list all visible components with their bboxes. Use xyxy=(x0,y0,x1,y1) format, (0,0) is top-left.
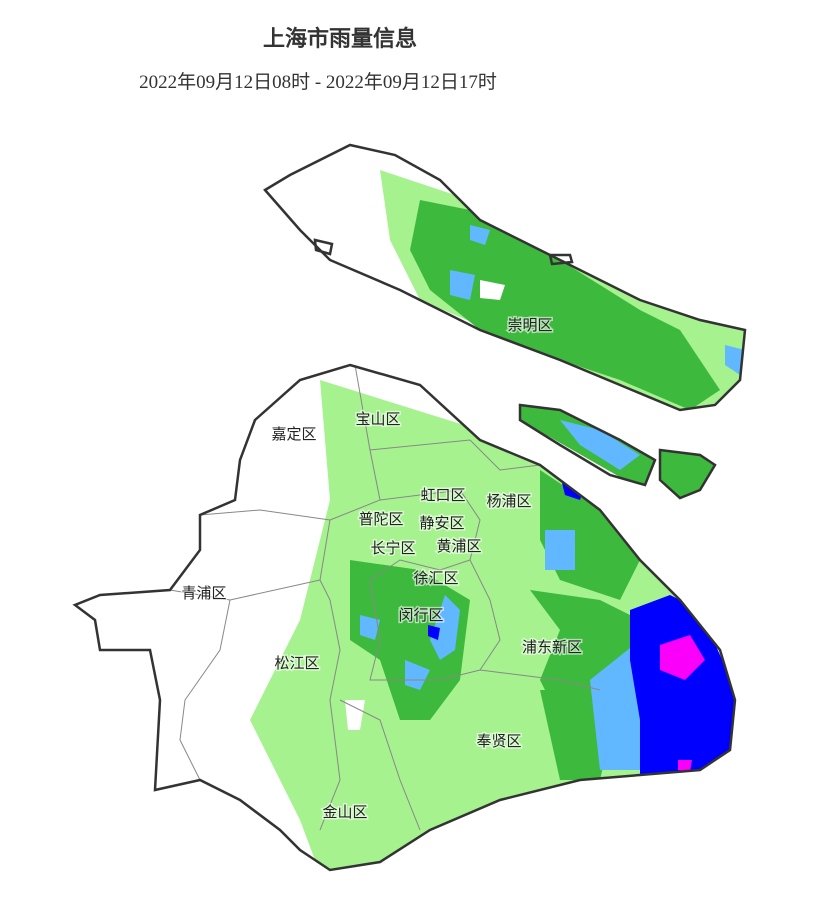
district-labels: 崇明区 宝山区 嘉定区 虹口区 杨浦区 普陀区 静安区 长宁区 黄浦区 徐汇区 … xyxy=(180,315,584,823)
district-label: 闵行区 xyxy=(398,606,443,624)
district-label: 静安区 xyxy=(419,514,464,532)
district-label: 青浦区 xyxy=(181,584,226,602)
district-label: 崇明区 xyxy=(507,316,552,334)
district-label: 普陀区 xyxy=(358,510,403,528)
subtitle: 2022年09月12日08时 - 2022年09月12日17时 xyxy=(139,71,497,93)
district-label: 杨浦区 xyxy=(486,492,531,510)
district-label: 徐汇区 xyxy=(413,569,458,587)
rain-layer xyxy=(75,145,745,870)
district-label: 长宁区 xyxy=(370,539,415,557)
district-label: 黄浦区 xyxy=(436,537,481,555)
district-label: 虹口区 xyxy=(420,486,465,504)
district-label: 宝山区 xyxy=(355,410,400,428)
district-borders xyxy=(169,364,601,831)
district-label: 金山区 xyxy=(322,803,367,821)
outlines xyxy=(72,143,747,872)
district-label: 松江区 xyxy=(274,654,319,672)
district-label: 嘉定区 xyxy=(271,425,316,443)
district-label: 奉贤区 xyxy=(476,732,521,750)
title: 上海市雨量信息 xyxy=(263,26,417,52)
district-label: 浦东新区 xyxy=(522,638,582,656)
